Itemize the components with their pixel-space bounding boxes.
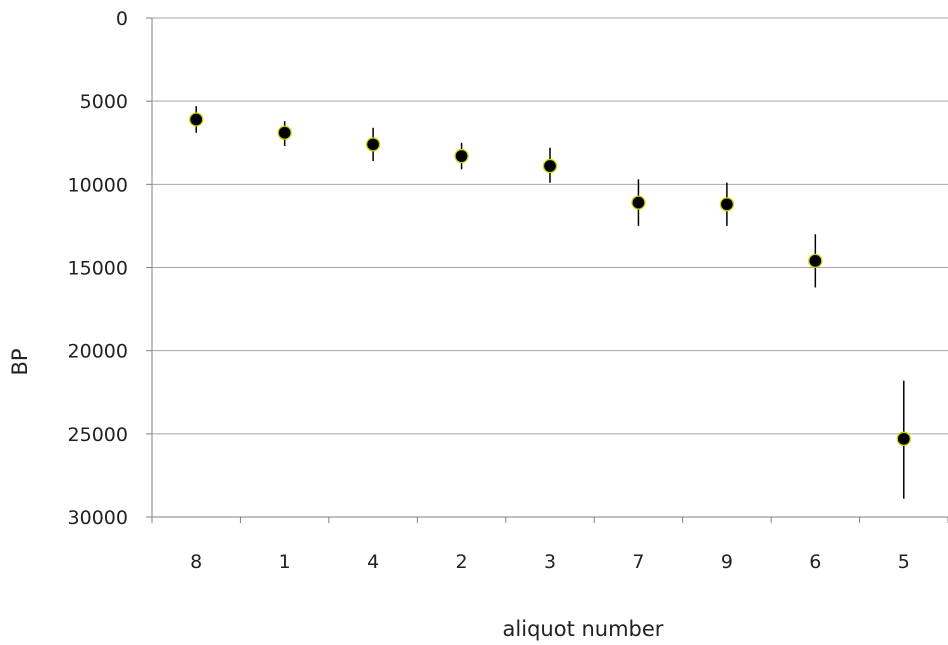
data-point	[631, 195, 646, 210]
data-points	[189, 112, 911, 446]
x-tick-label: 3	[544, 551, 556, 573]
data-point	[454, 148, 469, 164]
y-tick-labels: 0 5000 10000 15000 20000 25000 30000	[68, 8, 128, 529]
x-tick-label: 2	[456, 551, 468, 573]
x-tick-label: 5	[898, 551, 910, 573]
x-tick-label: 8	[190, 551, 202, 573]
data-point	[277, 125, 292, 140]
data-point	[365, 137, 381, 152]
x-tick-label: 7	[632, 551, 644, 573]
x-tick-label: 9	[721, 551, 733, 573]
y-axis-title: BP	[8, 348, 32, 375]
y-tick-label: 0	[116, 8, 128, 30]
data-point	[189, 112, 204, 127]
y-tick-label: 5000	[80, 91, 128, 113]
data-point	[808, 253, 823, 268]
axes	[146, 17, 948, 523]
x-tick-label: 1	[279, 551, 291, 573]
data-point	[719, 197, 735, 212]
data-point	[896, 431, 911, 446]
x-tick-label: 6	[809, 551, 821, 573]
x-axis-title: aliquot number	[503, 617, 664, 641]
x-tick-labels: 8 1 4 2 3 7 9 6 5	[190, 551, 910, 573]
y-tick-label: 30000	[68, 507, 128, 529]
y-tick-label: 20000	[68, 341, 128, 363]
y-tick-label: 10000	[68, 174, 128, 196]
x-tick-label: 4	[367, 551, 379, 573]
y-tick-label: 15000	[68, 258, 128, 280]
y-tick-label: 25000	[68, 424, 128, 446]
data-point	[542, 158, 558, 174]
gridlines	[152, 17, 948, 435]
